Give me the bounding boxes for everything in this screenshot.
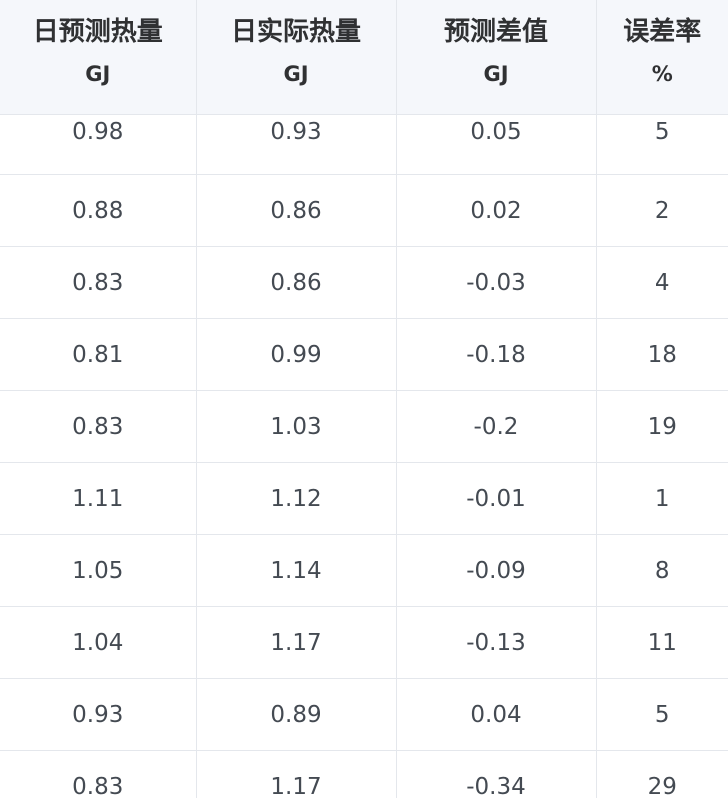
cell-predicted-heat: 0.88 <box>0 174 197 247</box>
table-header: 日预测热量 GJ 日实际热量 GJ 预测差值 GJ 误差率 % <box>0 0 728 115</box>
cell-error-rate: 19 <box>596 390 728 463</box>
cell-forecast-difference: -0.18 <box>396 318 597 391</box>
table-row: 0.83 1.17 -0.34 29 <box>0 750 728 798</box>
cell-predicted-heat: 0.83 <box>0 246 197 319</box>
column-header-actual-heat[interactable]: 日实际热量 GJ <box>196 0 397 115</box>
cell-forecast-difference: 0.05 <box>396 114 597 175</box>
cell-forecast-difference: 0.02 <box>396 174 597 247</box>
cell-error-rate: 5 <box>596 678 728 751</box>
cell-error-rate: 11 <box>596 606 728 679</box>
cell-forecast-difference: -0.2 <box>396 390 597 463</box>
cell-predicted-heat: 0.83 <box>0 390 197 463</box>
cell-predicted-heat: 0.98 <box>0 114 197 175</box>
cell-error-rate: 5 <box>596 114 728 175</box>
header-row: 日预测热量 GJ 日实际热量 GJ 预测差值 GJ 误差率 % <box>0 0 728 115</box>
column-unit: GJ <box>283 62 309 86</box>
cell-actual-heat: 1.17 <box>196 606 397 679</box>
cell-error-rate: 4 <box>596 246 728 319</box>
cell-error-rate: 18 <box>596 318 728 391</box>
column-title: 预测差值 <box>443 17 548 47</box>
column-header-forecast-difference[interactable]: 预测差值 GJ <box>396 0 597 115</box>
table-row: 0.88 0.86 0.02 2 <box>0 174 728 247</box>
column-title: 日实际热量 <box>230 17 361 47</box>
column-unit: GJ <box>85 62 111 86</box>
cell-forecast-difference: -0.13 <box>396 606 597 679</box>
column-title: 误差率 <box>623 17 702 47</box>
cell-error-rate: 8 <box>596 534 728 607</box>
cell-actual-heat: 0.86 <box>196 246 397 319</box>
column-title: 日预测热量 <box>32 17 163 47</box>
table-row: 1.11 1.12 -0.01 1 <box>0 462 728 535</box>
cell-error-rate: 2 <box>596 174 728 247</box>
table-row: 0.98 0.93 0.05 5 <box>0 114 728 175</box>
cell-actual-heat: 0.86 <box>196 174 397 247</box>
column-header-predicted-heat[interactable]: 日预测热量 GJ <box>0 0 197 115</box>
cell-predicted-heat: 0.83 <box>0 750 197 798</box>
cell-actual-heat: 1.03 <box>196 390 397 463</box>
cell-forecast-difference: -0.01 <box>396 462 597 535</box>
cell-actual-heat: 0.89 <box>196 678 397 751</box>
cell-forecast-difference: 0.04 <box>396 678 597 751</box>
table-row: 0.83 0.86 -0.03 4 <box>0 246 728 319</box>
table-row: 1.04 1.17 -0.13 11 <box>0 606 728 679</box>
table-body: 0.98 0.93 0.05 5 0.88 0.86 0.02 2 0.83 0… <box>0 114 728 798</box>
cell-predicted-heat: 1.04 <box>0 606 197 679</box>
cell-actual-heat: 1.12 <box>196 462 397 535</box>
cell-error-rate: 29 <box>596 750 728 798</box>
cell-predicted-heat: 1.11 <box>0 462 197 535</box>
table-row: 0.93 0.89 0.04 5 <box>0 678 728 751</box>
cell-forecast-difference: -0.09 <box>396 534 597 607</box>
cell-forecast-difference: -0.03 <box>396 246 597 319</box>
cell-actual-heat: 1.17 <box>196 750 397 798</box>
column-unit: % <box>651 62 673 86</box>
cell-actual-heat: 0.99 <box>196 318 397 391</box>
cell-actual-heat: 1.14 <box>196 534 397 607</box>
cell-actual-heat: 0.93 <box>196 114 397 175</box>
table-row: 0.81 0.99 -0.18 18 <box>0 318 728 391</box>
column-unit: GJ <box>483 62 509 86</box>
table-row: 1.05 1.14 -0.09 8 <box>0 534 728 607</box>
cell-error-rate: 1 <box>596 462 728 535</box>
cell-forecast-difference: -0.34 <box>396 750 597 798</box>
cell-predicted-heat: 0.93 <box>0 678 197 751</box>
column-header-error-rate[interactable]: 误差率 % <box>596 0 728 115</box>
table-row: 0.83 1.03 -0.2 19 <box>0 390 728 463</box>
cell-predicted-heat: 0.81 <box>0 318 197 391</box>
cell-predicted-heat: 1.05 <box>0 534 197 607</box>
